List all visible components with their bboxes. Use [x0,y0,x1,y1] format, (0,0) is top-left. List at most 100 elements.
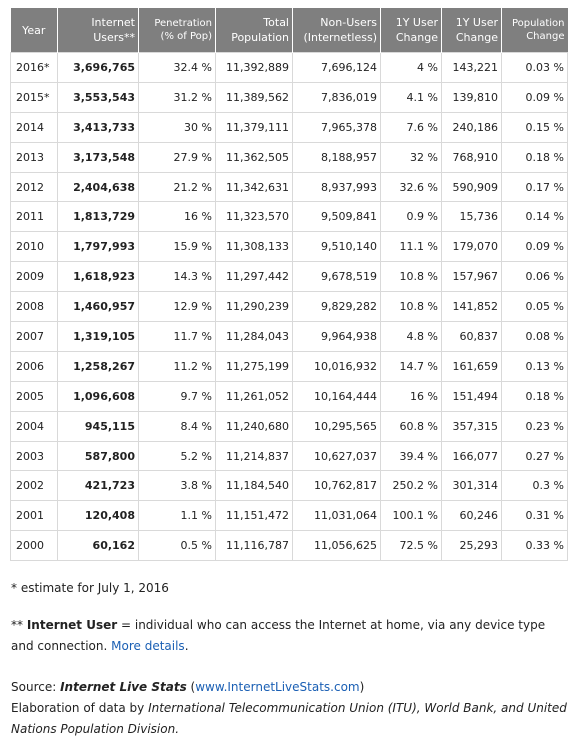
cell-population-change: 0.14 % [501,201,568,233]
cell-penetration: 14.3 % [138,261,216,293]
cell-population-change: 0.03 % [501,52,568,83]
cell-population-change: 0.05 % [501,291,568,323]
header-population-change[interactable]: Population Change [501,8,568,53]
cell-user-change-abs: 60,246 [441,500,502,532]
cell-user-change-pct: 39.4 % [380,440,442,472]
cell-penetration: 9.7 % [138,380,216,412]
cell-user-change-abs: 151,494 [441,380,502,412]
table-row: 2003 587,800 5.2 % 11,214,837 10,627,037 39.4… [10,440,568,472]
internet-user-definition: ** Internet User = individual who can ac… [11,618,546,653]
table-row: 2014 3,413,733 30 % 11,379,111 7,965,378 7.6 … [10,111,568,143]
footnotes: * estimate for July 1, 2016 ** Internet … [11,578,571,740]
cell-population-change: 0.06 % [501,261,568,293]
cell-user-change-abs: 139,810 [441,81,502,113]
cell-penetration: 15.9 % [138,231,216,263]
cell-population-change: 0.27 % [501,440,568,472]
cell-penetration: 30 % [138,111,216,143]
cell-year: 2011 [10,201,58,233]
cell-internet-users: 1,797,993 [57,231,139,263]
cell-total-population: 11,184,540 [215,470,293,502]
cell-non-users: 11,031,064 [292,500,381,532]
cell-population-change: 0.15 % [501,111,568,143]
cell-internet-users: 1,258,267 [57,350,139,382]
cell-total-population: 11,284,043 [215,321,293,352]
cell-non-users: 7,836,019 [292,81,381,113]
table-row: 2011 1,813,729 16 % 11,323,570 9,509,841 0.9 … [10,201,568,233]
table-row: 2016* 3,696,765 32.4 % 11,392,889 7,696,124 4… [10,52,568,83]
cell-total-population: 11,308,133 [215,231,293,263]
header-1y-user-change-pct[interactable]: 1Y User Change [380,8,442,53]
cell-user-change-pct: 32.6 % [380,171,442,203]
cell-internet-users: 1,460,957 [57,291,139,323]
cell-population-change: 0.31 % [501,500,568,532]
cell-year: 2008 [10,291,58,323]
cell-year: 2009 [10,261,58,293]
cell-year: 2012 [10,171,58,203]
cell-population-change: 0.08 % [501,321,568,352]
cell-user-change-pct: 4.1 % [380,81,442,113]
cell-year: 2013 [10,141,58,173]
cell-user-change-abs: 25,293 [441,530,502,562]
cell-internet-users: 945,115 [57,410,139,442]
table-row: 2006 1,258,267 11.2 % 11,275,199 10,016,932 1… [10,350,568,382]
cell-non-users: 11,056,625 [292,530,381,562]
cell-non-users: 7,965,378 [292,111,381,143]
cell-internet-users: 1,319,105 [57,321,139,352]
source-line: Source: Internet Live Stats (www.Interne… [11,680,365,694]
cell-penetration: 11.2 % [138,350,216,382]
cell-non-users: 9,829,282 [292,291,381,323]
header-1y-user-change-abs[interactable]: 1Y User Change [441,8,502,53]
cell-penetration: 8.4 % [138,410,216,442]
cell-year: 2005 [10,380,58,412]
cell-total-population: 11,342,631 [215,171,293,203]
cell-user-change-abs: 161,659 [441,350,502,382]
cell-year: 2001 [10,500,58,532]
header-year[interactable]: Year [10,8,58,53]
cell-population-change: 0.09 % [501,231,568,263]
source-website-link[interactable]: www.InternetLiveStats.com [195,680,360,694]
cell-population-change: 0.23 % [501,410,568,442]
cell-internet-users: 60,162 [57,530,139,562]
cell-user-change-abs: 15,736 [441,201,502,233]
cell-user-change-pct: 100.1 % [380,500,442,532]
cell-population-change: 0.18 % [501,380,568,412]
cell-user-change-pct: 14.7 % [380,350,442,382]
cell-internet-users: 1,096,608 [57,380,139,412]
header-internet-users[interactable]: Internet Users** [57,8,139,53]
cell-total-population: 11,392,889 [215,52,293,83]
cell-user-change-abs: 60,837 [441,321,502,352]
cell-non-users: 10,627,037 [292,440,381,472]
table-row: 2002 421,723 3.8 % 11,184,540 10,762,817 250.… [10,470,568,502]
cell-year: 2015* [10,81,58,113]
cell-user-change-pct: 32 % [380,141,442,173]
cell-user-change-pct: 250.2 % [380,470,442,502]
cell-internet-users: 2,404,638 [57,171,139,203]
definition-term: Internet User [26,618,118,632]
cell-user-change-abs: 768,910 [441,141,502,173]
cell-penetration: 1.1 % [138,500,216,532]
cell-year: 2016* [10,52,58,83]
table-body: 2016* 3,696,765 32.4 % 11,392,889 7,696,124 4… [10,52,568,562]
cell-non-users: 10,295,565 [292,410,381,442]
table-row: 2005 1,096,608 9.7 % 11,261,052 10,164,444 16… [10,380,568,412]
source-name: Internet Live Stats [60,680,187,694]
elaboration-sources: International Telecommunication Union (I… [11,701,567,736]
cell-user-change-pct: 11.1 % [380,231,442,263]
cell-total-population: 11,214,837 [215,440,293,472]
table-header-row: Year Internet Users** Penetration (% of Po… [10,8,568,53]
more-details-link[interactable]: More details [111,639,185,653]
cell-user-change-pct: 7.6 % [380,111,442,143]
cell-penetration: 16 % [138,201,216,233]
cell-population-change: 0.17 % [501,171,568,203]
header-total-population[interactable]: Total Population [215,8,293,53]
cell-non-users: 9,510,140 [292,231,381,263]
cell-non-users: 9,964,938 [292,321,381,352]
header-penetration[interactable]: Penetration (% of Pop) [138,8,216,53]
elaboration-line: Elaboration of data by International Tel… [11,701,567,736]
cell-internet-users: 587,800 [57,440,139,472]
cell-user-change-abs: 157,967 [441,261,502,293]
header-non-users[interactable]: Non-Users (Internetless) [292,8,381,53]
cell-total-population: 11,323,570 [215,201,293,233]
table-row: 2012 2,404,638 21.2 % 11,342,631 8,937,993 32… [10,171,568,203]
cell-internet-users: 421,723 [57,470,139,502]
